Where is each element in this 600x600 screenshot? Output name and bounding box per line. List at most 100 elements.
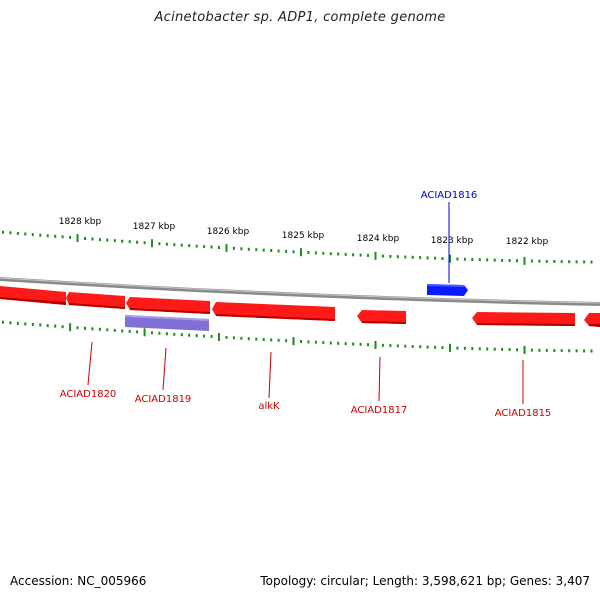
scale-label-1822: 1822 kbp — [506, 237, 549, 247]
upper-minor-tick — [426, 256, 429, 260]
lower-minor-tick — [471, 347, 474, 351]
scale-label-1828: 1828 kbp — [59, 217, 102, 227]
upper-minor-tick — [471, 258, 474, 261]
lower-minor-tick — [225, 335, 228, 339]
upper-minor-tick — [61, 235, 64, 239]
scale-label-1825: 1825 kbp — [282, 231, 325, 241]
lower-minor-tick — [195, 334, 198, 338]
upper-minor-tick — [352, 253, 355, 257]
lower-minor-tick — [24, 322, 27, 326]
gene-alkk[interactable] — [212, 302, 335, 321]
gene-aciad1815[interactable] — [472, 312, 575, 326]
upper-minor-tick — [493, 258, 496, 262]
lower-minor-tick — [16, 321, 19, 325]
lower-minor-tick — [538, 348, 541, 352]
upper-minor-tick — [232, 246, 235, 250]
upper-minor-tick — [173, 243, 176, 247]
lower-minor-tick — [381, 343, 384, 347]
upper-minor-tick — [39, 233, 42, 237]
lower-minor-tick — [307, 340, 310, 344]
upper-major-tick — [374, 251, 377, 260]
upper-minor-tick — [91, 237, 94, 241]
gene-label-aciad1815[interactable]: ACIAD1815 — [495, 408, 552, 419]
lower-minor-tick — [262, 338, 265, 341]
lower-minor-tick — [203, 334, 206, 338]
lower-minor-tick — [180, 333, 183, 337]
upper-minor-tick — [98, 238, 101, 242]
upper-minor-tick — [158, 242, 161, 246]
lower-minor-tick — [553, 349, 556, 352]
lower-minor-tick — [530, 348, 533, 352]
upper-minor-tick — [359, 253, 362, 257]
lower-minor-tick — [434, 345, 437, 349]
gene-aciad1814[interactable] — [584, 313, 600, 327]
gene-aciad1820[interactable] — [66, 292, 125, 309]
lower-minor-tick — [337, 341, 340, 345]
upper-minor-tick — [195, 244, 198, 248]
lower-minor-tick — [456, 346, 459, 350]
scale-label-1826: 1826 kbp — [207, 227, 250, 237]
lower-minor-tick — [329, 341, 332, 345]
lower-minor-tick — [136, 330, 139, 334]
upper-minor-tick — [404, 255, 407, 259]
leader-aciad1819 — [162, 347, 167, 391]
upper-minor-tick — [247, 247, 250, 251]
lower-minor-tick — [389, 344, 392, 348]
feature-rna[interactable] — [125, 315, 209, 331]
gene-label-aciad1816[interactable]: ACIAD1816 — [421, 190, 478, 201]
upper-minor-tick — [292, 250, 295, 254]
lower-minor-tick — [98, 327, 101, 331]
accession-text: Accession: NC_005966 — [10, 574, 147, 588]
lower-minor-tick — [441, 346, 444, 350]
lower-minor-tick — [277, 338, 280, 342]
upper-minor-tick — [575, 260, 578, 264]
lower-minor-tick — [590, 349, 593, 353]
upper-minor-tick — [419, 256, 422, 260]
upper-minor-tick — [180, 243, 183, 247]
upper-minor-tick — [530, 259, 533, 263]
upper-minor-tick — [434, 256, 437, 260]
lower-minor-tick — [508, 348, 511, 352]
upper-major-tick — [76, 234, 79, 242]
gene-aciad1816[interactable] — [427, 284, 468, 296]
lower-minor-tick — [113, 328, 116, 332]
upper-minor-tick — [165, 242, 168, 246]
gene-aciad1821[interactable] — [0, 286, 66, 305]
upper-minor-tick — [307, 251, 310, 254]
lower-minor-tick — [322, 341, 325, 345]
upper-minor-tick — [389, 254, 392, 258]
lower-minor-tick — [210, 335, 213, 338]
gene-label-aciad1817[interactable]: ACIAD1817 — [351, 405, 408, 416]
scale-label-1823: 1823 kbp — [431, 236, 474, 246]
lower-minor-tick — [352, 342, 355, 346]
upper-minor-tick — [560, 260, 563, 264]
upper-minor-tick — [203, 245, 206, 249]
gene-aciad1819[interactable] — [126, 297, 210, 314]
upper-minor-tick — [314, 251, 317, 255]
lower-minor-tick — [270, 338, 273, 342]
gene-aciad1817[interactable] — [357, 310, 406, 324]
genome-backbone-highlight — [0, 277, 600, 304]
lower-minor-tick — [158, 331, 161, 335]
lower-major-tick — [69, 323, 72, 332]
gene-label-aciad1820[interactable]: ACIAD1820 — [60, 389, 117, 400]
upper-minor-tick — [463, 257, 466, 261]
lower-minor-tick — [486, 347, 489, 351]
upper-minor-tick — [113, 239, 116, 243]
lower-minor-tick — [240, 336, 243, 340]
gene-label-alkk[interactable]: alkK — [258, 401, 280, 412]
upper-minor-tick — [277, 249, 280, 253]
lower-major-tick — [449, 343, 451, 352]
upper-minor-tick — [262, 248, 265, 252]
upper-minor-tick — [508, 259, 511, 262]
upper-minor-tick — [545, 259, 548, 263]
lower-minor-tick — [2, 320, 4, 324]
lower-minor-tick — [575, 349, 578, 353]
lower-minor-tick — [61, 325, 64, 329]
lower-minor-tick — [568, 349, 571, 353]
lower-minor-tick — [31, 323, 34, 326]
leader-alkk — [268, 351, 272, 399]
upper-minor-tick — [381, 254, 384, 258]
gene-label-aciad1819[interactable]: ACIAD1819 — [135, 394, 192, 405]
